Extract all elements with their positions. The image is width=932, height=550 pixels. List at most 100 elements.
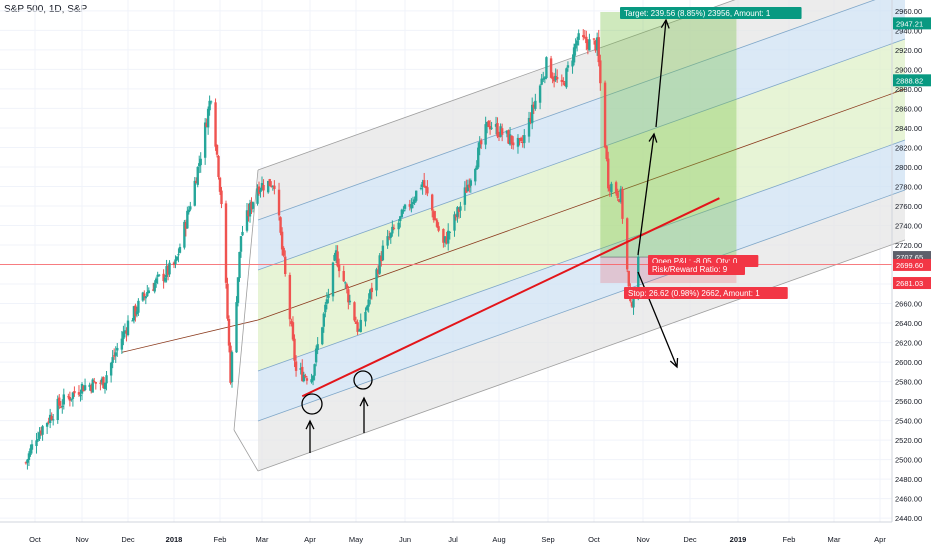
candle-body xyxy=(290,321,293,325)
candle-body xyxy=(220,190,223,205)
candle-body xyxy=(572,47,576,63)
candle-body xyxy=(163,277,167,282)
candle-body xyxy=(408,204,411,207)
price-badge-label: 2707.65 xyxy=(896,253,923,262)
y-tick-label: 2640.00 xyxy=(895,319,922,328)
price-badge xyxy=(893,277,931,290)
candle-body xyxy=(262,184,265,191)
rr-label[interactable]: Risk/Reward Ratio: 9 xyxy=(648,263,745,275)
candle-body xyxy=(415,190,418,201)
candle-body xyxy=(552,77,556,82)
candle-body xyxy=(141,292,145,301)
candle-body xyxy=(91,379,94,393)
y-axis[interactable]: 2440.00 2460.00 2480.00 2500.00 2520.00 2540.… xyxy=(891,0,931,523)
candle-body xyxy=(592,38,596,40)
candle-body xyxy=(336,251,339,267)
candle-body xyxy=(186,210,189,229)
y-tick-label: 2960.00 xyxy=(895,7,922,16)
candle-body xyxy=(369,289,372,299)
candle-body xyxy=(344,282,347,284)
long-position-tool[interactable] xyxy=(600,12,737,284)
candle-body xyxy=(500,128,504,135)
candle-body xyxy=(410,204,413,209)
candle-body xyxy=(521,141,524,143)
candle-body xyxy=(51,419,55,421)
candle-body xyxy=(387,237,391,239)
candle-body xyxy=(152,289,155,291)
candle-body xyxy=(56,398,59,420)
candle-body xyxy=(88,384,91,387)
candle-body xyxy=(260,183,264,191)
y-tick-label: 2480.00 xyxy=(895,475,922,484)
candle-body xyxy=(400,209,404,218)
candle-body xyxy=(24,462,28,464)
candle-body xyxy=(301,366,304,381)
target-label[interactable]: Target: 239.56 (8.85%) 23956, Amount: 1 xyxy=(620,7,802,19)
candle-body xyxy=(325,299,329,304)
candle-body xyxy=(144,296,148,299)
target-label-text: Target: 239.56 (8.85%) 23956, Amount: 1 xyxy=(624,9,771,18)
candle-body xyxy=(399,216,402,222)
candle-body xyxy=(419,187,423,189)
x-tick-label: May xyxy=(349,535,363,544)
candle-body xyxy=(443,236,447,243)
candle-body xyxy=(302,374,306,382)
x-tick-label: 2019 xyxy=(730,535,747,544)
candle-body xyxy=(367,299,370,307)
up-arrow-head xyxy=(359,396,369,407)
candle-body xyxy=(479,140,483,145)
candle-body xyxy=(345,284,348,289)
candle-body xyxy=(456,207,459,217)
pitchfork-line xyxy=(257,139,906,372)
candle-body xyxy=(583,36,586,38)
candle-body xyxy=(279,217,282,233)
candle-body xyxy=(327,294,330,298)
candle-body xyxy=(348,300,352,303)
candle-body xyxy=(512,142,515,146)
x-axis[interactable]: Oct Nov Dec 2018 Feb Mar Apr May Jun Jul Aug Sep Oct… xyxy=(0,521,892,544)
candle-body xyxy=(333,254,336,261)
candle-body xyxy=(378,255,381,274)
target-arrow xyxy=(637,133,655,256)
candle-body xyxy=(30,444,34,450)
candle-body xyxy=(113,355,116,357)
candle-body xyxy=(71,392,75,399)
candle-body xyxy=(135,311,139,315)
candle-body xyxy=(488,125,492,130)
target-arrow-head xyxy=(648,132,658,143)
candle-body xyxy=(423,180,426,187)
candle-body xyxy=(187,209,191,213)
candle-body xyxy=(391,226,394,234)
candle-body xyxy=(610,183,613,193)
candle-body xyxy=(457,209,461,212)
candle-body xyxy=(508,134,512,145)
support-trendline[interactable] xyxy=(301,197,720,398)
pitchfork-line xyxy=(257,0,736,171)
candle-body xyxy=(563,82,567,86)
candle-body xyxy=(99,382,102,384)
candle-body xyxy=(532,104,535,108)
pitchfork[interactable] xyxy=(121,0,906,472)
candle-body xyxy=(36,439,40,441)
candle-body xyxy=(122,331,125,340)
entry-label-text: Open P&L: -8.05, Qty: 0 xyxy=(652,257,738,266)
candle-body xyxy=(116,347,119,351)
candle-body xyxy=(61,405,64,407)
candle-body xyxy=(175,256,179,260)
candle-body xyxy=(68,397,72,401)
annotations[interactable] xyxy=(301,18,679,453)
candle-body xyxy=(218,177,222,192)
candle-body xyxy=(50,415,53,421)
candle-body xyxy=(463,187,467,205)
candle-body xyxy=(540,78,543,85)
candle-body xyxy=(534,100,537,109)
candle-body xyxy=(432,211,435,221)
stop-label[interactable]: Stop: 26.62 (0.98%) 2662, Amount: 1 xyxy=(624,287,788,299)
candle-body xyxy=(256,188,259,204)
candle-body xyxy=(299,368,302,370)
candle-body xyxy=(357,330,361,332)
candle-body xyxy=(157,274,161,276)
x-tick-label: Dec xyxy=(121,535,135,544)
candle-body xyxy=(334,250,338,256)
